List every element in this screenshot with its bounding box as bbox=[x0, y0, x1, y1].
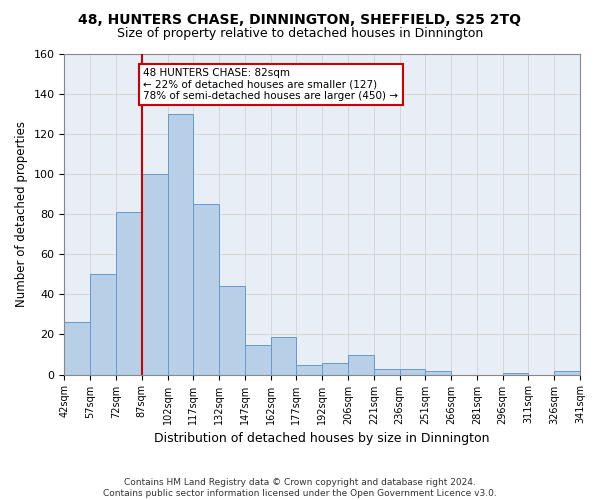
Text: 48, HUNTERS CHASE, DINNINGTON, SHEFFIELD, S25 2TQ: 48, HUNTERS CHASE, DINNINGTON, SHEFFIELD… bbox=[79, 12, 521, 26]
Bar bbox=[193, 204, 219, 374]
Bar bbox=[271, 336, 296, 374]
Bar bbox=[296, 364, 322, 374]
Bar bbox=[245, 344, 271, 374]
Y-axis label: Number of detached properties: Number of detached properties bbox=[15, 122, 28, 308]
Bar bbox=[64, 322, 90, 374]
Bar bbox=[554, 370, 580, 374]
Bar bbox=[348, 354, 374, 374]
Bar bbox=[167, 114, 193, 374]
X-axis label: Distribution of detached houses by size in Dinnington: Distribution of detached houses by size … bbox=[154, 432, 490, 445]
Bar bbox=[503, 372, 529, 374]
Bar bbox=[374, 368, 400, 374]
Text: Size of property relative to detached houses in Dinnington: Size of property relative to detached ho… bbox=[117, 28, 483, 40]
Bar bbox=[116, 212, 142, 374]
Bar bbox=[142, 174, 167, 374]
Bar bbox=[400, 368, 425, 374]
Bar bbox=[219, 286, 245, 374]
Text: Contains HM Land Registry data © Crown copyright and database right 2024.
Contai: Contains HM Land Registry data © Crown c… bbox=[103, 478, 497, 498]
Bar bbox=[90, 274, 116, 374]
Bar bbox=[425, 370, 451, 374]
Bar bbox=[322, 362, 348, 374]
Text: 48 HUNTERS CHASE: 82sqm
← 22% of detached houses are smaller (127)
78% of semi-d: 48 HUNTERS CHASE: 82sqm ← 22% of detache… bbox=[143, 68, 398, 101]
